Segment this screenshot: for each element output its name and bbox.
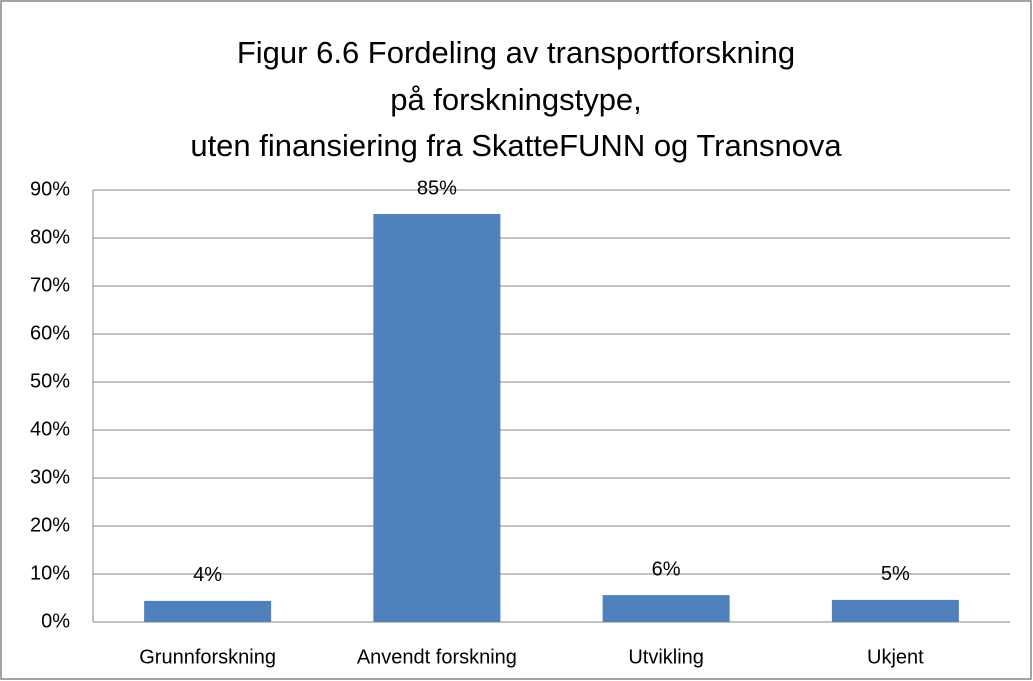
- x-tick-label: Anvendt forskning: [357, 646, 517, 668]
- y-tick-label: 30%: [30, 466, 70, 488]
- y-tick-label: 60%: [30, 322, 70, 344]
- x-tick-label: Ukjent: [867, 646, 924, 668]
- y-tick-label: 10%: [30, 562, 70, 584]
- bar: [602, 595, 730, 622]
- y-tick-label: 40%: [30, 418, 70, 440]
- chart-title: på forskningstype,: [390, 82, 642, 117]
- y-tick-label: 20%: [30, 514, 70, 536]
- x-tick-label: Utvikling: [628, 646, 704, 668]
- bar: [373, 214, 501, 622]
- data-label: 5%: [881, 563, 910, 585]
- y-tick-label: 90%: [30, 178, 70, 200]
- y-tick-label: 70%: [30, 274, 70, 296]
- y-tick-label: 50%: [30, 370, 70, 392]
- chart-title: Figur 6.6 Fordeling av transportforsknin…: [237, 35, 795, 70]
- data-label: 4%: [193, 564, 222, 586]
- x-tick-label: Grunnforskning: [139, 646, 276, 668]
- bar: [144, 600, 272, 622]
- y-tick-label: 80%: [30, 226, 70, 248]
- bar: [831, 599, 959, 622]
- data-label: 6%: [652, 558, 681, 580]
- y-tick-label: 0%: [41, 610, 70, 632]
- data-label: 85%: [417, 177, 457, 199]
- chart-title: uten finansiering fra SkatteFUNN og Tran…: [190, 128, 842, 163]
